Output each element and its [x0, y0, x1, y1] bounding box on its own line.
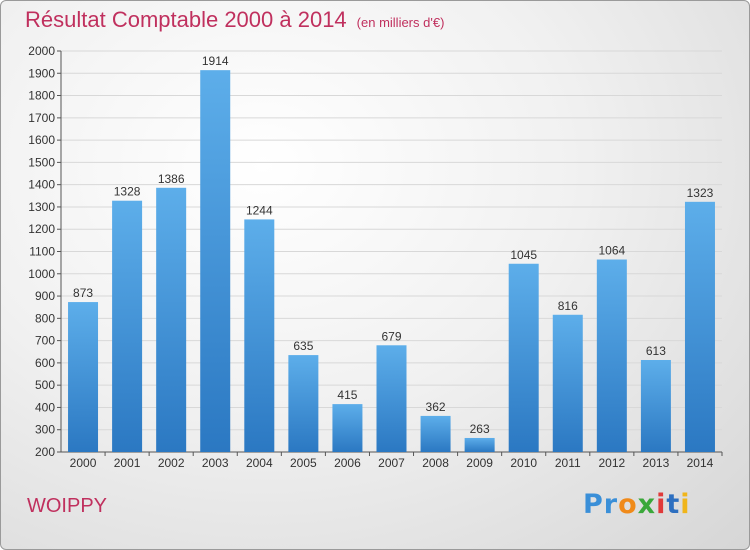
y-tick-label: 1700 — [28, 111, 55, 125]
data-label: 635 — [293, 339, 313, 353]
bar — [332, 404, 363, 452]
y-tick-label: 1800 — [28, 89, 55, 103]
data-label: 613 — [646, 344, 666, 358]
axes: 200 300 400 500 600 700 800 900 1000 1100 1200 1300… — [28, 44, 723, 470]
bar — [464, 437, 495, 452]
chart-title-text: Résultat Comptable 2000 à 2014 — [25, 7, 347, 32]
y-tick-label: 2000 — [28, 44, 55, 58]
bar — [684, 201, 715, 452]
x-tick-label: 2004 — [246, 456, 273, 470]
y-tick-label: 1400 — [28, 178, 55, 192]
data-label: 1386 — [158, 172, 185, 186]
logo-part: i — [656, 489, 667, 520]
bar — [112, 200, 143, 452]
x-tick-label: 2008 — [422, 456, 449, 470]
y-tick-label: 700 — [35, 334, 55, 348]
y-tick-label: 1000 — [28, 267, 55, 281]
logo-part: i — [680, 489, 691, 520]
x-tick-label: 2000 — [70, 456, 97, 470]
bar — [244, 219, 275, 452]
x-tick-label: 2007 — [378, 456, 405, 470]
data-label: 1045 — [510, 248, 537, 262]
bar — [156, 187, 187, 452]
y-tick-label: 800 — [35, 311, 55, 325]
bars: 873 1328 1386 1914 1244 635 415 679 362 263 1045 81… — [68, 54, 715, 453]
data-label: 1064 — [598, 244, 625, 258]
data-label: 1323 — [687, 186, 714, 200]
y-tick-label: 1500 — [28, 155, 55, 169]
y-tick-label: 1200 — [28, 222, 55, 236]
x-tick-label: 2006 — [334, 456, 361, 470]
x-tick-label: 2001 — [114, 456, 141, 470]
data-label: 1244 — [246, 203, 273, 217]
y-tick-label: 300 — [35, 423, 55, 437]
data-label: 263 — [470, 422, 490, 436]
x-tick-label: 2009 — [466, 456, 493, 470]
data-label: 1328 — [114, 185, 141, 199]
x-tick-label: 2014 — [687, 456, 714, 470]
logo-part: Pr — [583, 489, 619, 520]
x-tick-label: 2010 — [510, 456, 537, 470]
data-label: 873 — [73, 286, 93, 300]
logo-part: x — [637, 489, 657, 520]
x-tick-label: 2003 — [202, 456, 229, 470]
x-tick-label: 2012 — [598, 456, 625, 470]
proxiti-logo: Proxiti — [583, 489, 691, 520]
y-tick-label: 200 — [35, 445, 55, 459]
x-tick-label: 2002 — [158, 456, 185, 470]
data-label: 362 — [426, 400, 446, 414]
y-tick-label: 600 — [35, 356, 55, 370]
bar — [68, 302, 99, 452]
bar — [508, 263, 539, 452]
data-label: 816 — [558, 299, 578, 313]
y-tick-label: 400 — [35, 400, 55, 414]
chart-title: Résultat Comptable 2000 à 2014 (en millie… — [25, 7, 444, 33]
bar — [640, 359, 671, 452]
data-label: 679 — [381, 329, 401, 343]
bar — [200, 70, 231, 453]
x-tick-label: 2005 — [290, 456, 317, 470]
y-tick-label: 500 — [35, 378, 55, 392]
x-tick-label: 2011 — [555, 456, 581, 470]
city-name: WOIPPY — [27, 495, 108, 517]
bar — [288, 355, 319, 452]
chart-subtitle: (en milliers d'€) — [356, 15, 445, 30]
y-tick-label: 1100 — [29, 245, 55, 259]
logo-part: t — [666, 489, 681, 520]
x-tick-label: 2013 — [643, 456, 670, 470]
data-label: 1914 — [202, 54, 229, 68]
logo-part: o — [618, 489, 638, 520]
bar — [420, 415, 451, 452]
data-label: 415 — [337, 388, 357, 402]
bar — [552, 314, 583, 452]
bar — [596, 259, 627, 452]
y-tick-label: 1300 — [28, 200, 55, 214]
y-tick-label: 1900 — [28, 66, 55, 80]
bar — [376, 345, 407, 452]
y-tick-label: 900 — [35, 289, 55, 303]
y-tick-label: 1600 — [28, 133, 55, 147]
